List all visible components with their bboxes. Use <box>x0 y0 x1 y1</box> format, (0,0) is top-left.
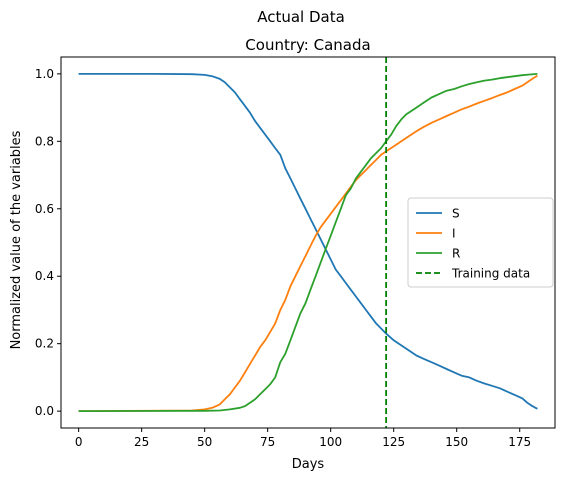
x-tick-label: 25 <box>134 435 149 449</box>
chart-title: Country: Canada <box>245 36 370 54</box>
legend-label: I <box>452 227 456 241</box>
y-axis: 0.0 0.2 0.4 0.6 0.8 1.0 <box>35 67 61 418</box>
x-axis-label: Days <box>292 457 325 472</box>
x-axis: 0 25 50 75 100 125 150 175 <box>75 428 531 449</box>
y-tick-label: 0.8 <box>35 134 54 148</box>
y-tick-label: 0.0 <box>35 404 54 418</box>
series-line-S <box>78 73 538 410</box>
series-line-I <box>78 74 538 412</box>
y-tick-label: 1.0 <box>35 67 54 81</box>
suptitle: Actual Data <box>257 8 345 26</box>
y-tick-label: 0.2 <box>35 337 54 351</box>
legend-label: S <box>452 207 460 221</box>
x-tick-label: 0 <box>75 435 83 449</box>
y-tick-label: 0.4 <box>35 269 54 283</box>
x-tick-label: 125 <box>382 435 405 449</box>
x-tick-label: 100 <box>319 435 342 449</box>
y-tick-label: 0.6 <box>35 202 54 216</box>
legend: SIR Training data <box>407 197 554 288</box>
x-tick-label: 75 <box>260 435 275 449</box>
legend-box <box>407 197 554 288</box>
x-tick-label: 175 <box>508 435 531 449</box>
legend-label: R <box>452 247 460 261</box>
y-axis-label: Normalized value of the variables <box>9 130 24 349</box>
series-line-R <box>78 73 538 413</box>
plot-frame <box>60 56 556 429</box>
x-tick-label: 150 <box>445 435 468 449</box>
plot-area <box>78 57 538 428</box>
x-tick-label: 50 <box>197 435 212 449</box>
legend-label: Training data <box>451 267 530 281</box>
